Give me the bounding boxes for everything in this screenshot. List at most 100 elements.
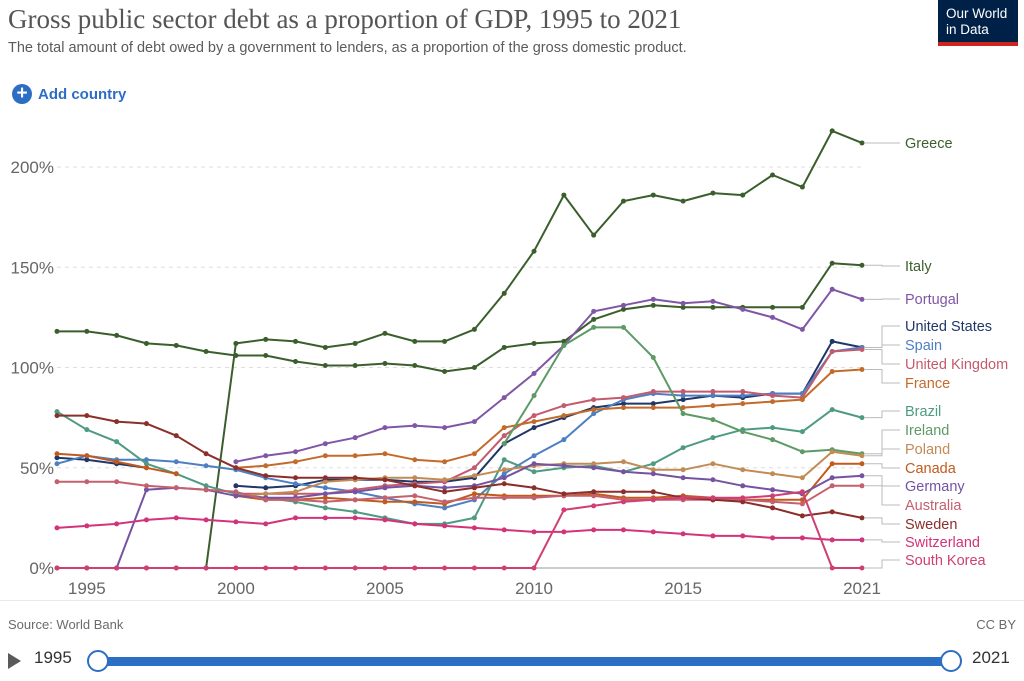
data-point-france xyxy=(710,403,716,409)
data-point-sweden xyxy=(799,513,805,519)
data-point-germany xyxy=(829,475,835,481)
data-point-sweden xyxy=(412,483,418,489)
data-point-australia xyxy=(143,483,149,489)
data-point-italy xyxy=(501,344,507,350)
source-note[interactable]: Source: World Bank xyxy=(8,617,124,632)
data-point-brazil xyxy=(203,483,209,489)
data-point-portugal xyxy=(293,449,299,455)
data-point-south-korea xyxy=(471,565,477,571)
data-point-canada xyxy=(859,461,865,467)
timeline-end-handle[interactable] xyxy=(940,650,962,672)
data-point-france xyxy=(322,453,328,459)
data-point-south-korea xyxy=(591,503,597,509)
data-point-germany xyxy=(740,483,746,489)
data-point-portugal xyxy=(680,300,686,306)
data-point-portugal xyxy=(382,425,388,431)
data-point-france xyxy=(382,451,388,457)
data-point-germany xyxy=(710,477,716,483)
data-point-greece xyxy=(471,326,477,332)
timeline-track[interactable] xyxy=(98,657,952,666)
data-point-switzerland xyxy=(322,515,328,521)
label-connector-spain xyxy=(865,344,900,348)
data-point-italy xyxy=(143,340,149,346)
data-point-france xyxy=(740,401,746,407)
data-point-sweden xyxy=(591,489,597,495)
data-point-germany xyxy=(233,493,239,499)
data-point-italy xyxy=(114,332,120,338)
data-point-spain xyxy=(203,463,209,469)
data-point-germany xyxy=(531,461,537,467)
data-point-portugal xyxy=(263,453,269,459)
add-country-button[interactable]: + Add country xyxy=(12,84,126,104)
data-point-sweden xyxy=(829,509,835,515)
play-icon[interactable] xyxy=(8,653,21,669)
x-tick-label: 1995 xyxy=(68,579,106,598)
label-connector-sweden xyxy=(865,517,900,525)
series-line-south-korea xyxy=(57,490,862,569)
line-chart[interactable]: 0% 50% 100% 150% 200% 1995 2000 2005 2010 2015 202… xyxy=(0,0,1024,600)
data-point-poland xyxy=(770,471,776,477)
series-line-brazil xyxy=(56,408,863,525)
data-point-portugal xyxy=(829,286,835,292)
logo-line-2: in Data xyxy=(946,22,989,37)
license-link[interactable]: CC BY xyxy=(976,617,1016,632)
data-point-sweden xyxy=(263,473,269,479)
timeline-start-handle[interactable] xyxy=(87,650,109,672)
x-tick-label: 2015 xyxy=(664,579,702,598)
data-point-italy xyxy=(352,362,358,368)
data-point-canada xyxy=(799,497,805,503)
data-point-australia xyxy=(770,499,776,505)
data-point-sweden xyxy=(740,499,746,505)
data-point-greece xyxy=(263,336,269,342)
data-point-greece xyxy=(382,330,388,336)
data-point-australia xyxy=(829,483,835,489)
data-point-portugal xyxy=(859,296,865,302)
series-line-sweden xyxy=(57,414,863,519)
data-point-switzerland xyxy=(740,533,746,539)
data-point-italy xyxy=(173,342,179,348)
series-label-portugal: Portugal xyxy=(905,292,959,308)
logo-line-1: Our World xyxy=(946,6,1008,21)
data-point-poland xyxy=(501,467,507,473)
data-point-united-states xyxy=(680,397,686,403)
series-label-germany: Germany xyxy=(905,479,965,495)
data-point-france xyxy=(591,407,597,413)
y-tick-label: 100% xyxy=(11,359,54,378)
data-point-united-kingdom xyxy=(770,393,776,399)
data-point-switzerland xyxy=(501,527,507,533)
data-point-united-states xyxy=(54,455,60,461)
series-line-germany xyxy=(115,462,863,569)
data-point-germany xyxy=(859,473,865,479)
data-point-ireland xyxy=(740,429,746,435)
data-point-greece xyxy=(352,340,358,346)
owid-logo[interactable]: Our World in Data xyxy=(938,0,1018,46)
data-point-spain xyxy=(322,485,328,491)
data-point-united-kingdom xyxy=(471,465,477,471)
data-point-brazil xyxy=(84,427,90,433)
series-label-spain: Spain xyxy=(905,338,942,354)
data-point-spain xyxy=(143,457,149,463)
data-point-sweden xyxy=(233,465,239,471)
data-point-switzerland xyxy=(650,529,656,535)
data-point-italy xyxy=(233,352,239,358)
label-connector-canada xyxy=(865,463,900,469)
data-point-italy xyxy=(770,304,776,310)
data-point-italy xyxy=(322,362,328,368)
series-label-south-korea: South Korea xyxy=(905,553,987,569)
data-point-south-korea xyxy=(352,565,358,571)
data-point-spain xyxy=(591,411,597,417)
data-point-france xyxy=(680,405,686,411)
series-line-spain xyxy=(56,346,863,509)
data-point-united-states xyxy=(84,457,90,463)
series-label-canada: Canada xyxy=(905,461,957,477)
data-point-italy xyxy=(650,302,656,308)
data-point-portugal xyxy=(501,395,507,401)
data-point-portugal xyxy=(442,425,448,431)
series-line-portugal xyxy=(235,288,863,463)
series-label-greece: Greece xyxy=(905,136,953,152)
label-connector-poland xyxy=(865,448,900,457)
data-point-brazil xyxy=(859,415,865,421)
data-point-france xyxy=(471,451,477,457)
data-point-italy xyxy=(54,328,60,334)
data-point-italy xyxy=(263,352,269,358)
